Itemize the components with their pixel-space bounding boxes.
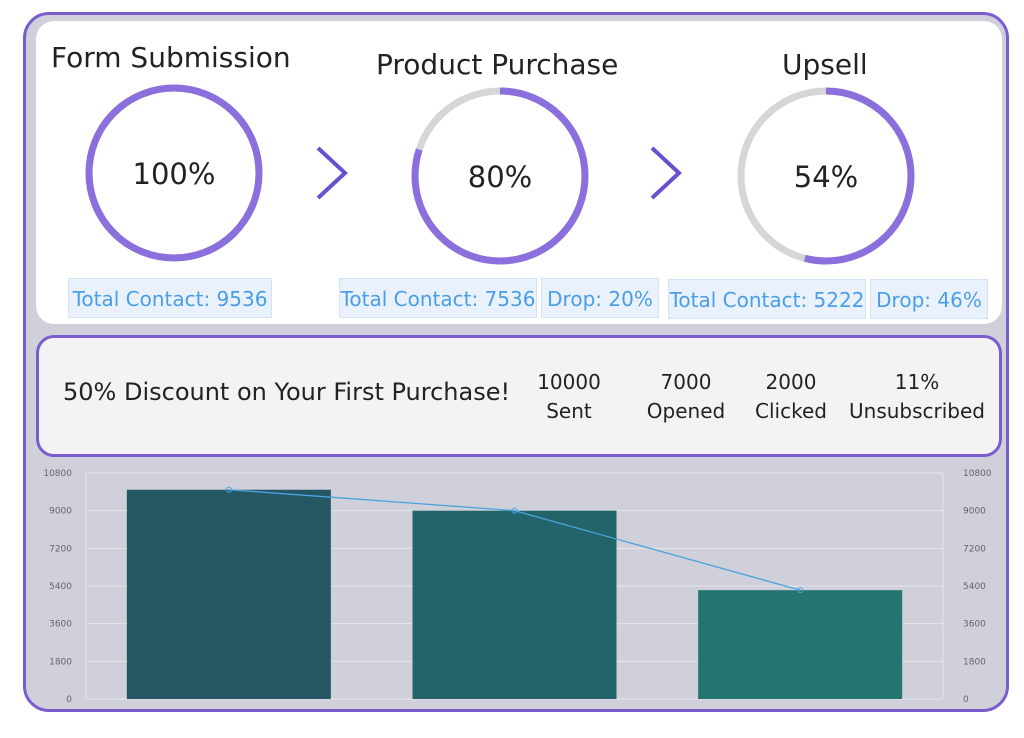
chevron-right-icon bbox=[650, 146, 682, 200]
campaign-card[interactable]: 50% Discount on Your First Purchase! 100… bbox=[36, 335, 1002, 457]
y-tick-label: 9000 bbox=[49, 507, 72, 517]
bar bbox=[126, 489, 331, 699]
line-point bbox=[225, 486, 232, 493]
y2-tick-label: 7200 bbox=[963, 544, 986, 554]
y-tick-label: 7200 bbox=[49, 544, 72, 554]
progress-ring-upsell bbox=[737, 87, 915, 265]
stat-value: 11% bbox=[894, 370, 940, 394]
stage-title-form-submission: Form Submission bbox=[51, 41, 291, 74]
percent-label: 100% bbox=[132, 157, 216, 191]
y2-tick-label: 1800 bbox=[963, 657, 986, 667]
dashboard-frame: Form Submission 100% Total Contact: 9536… bbox=[23, 12, 1009, 712]
line-point bbox=[797, 587, 804, 594]
progress-ring-form-submission bbox=[85, 84, 263, 262]
bar bbox=[698, 590, 903, 699]
ring-arc bbox=[411, 87, 589, 265]
campaign-title: 50% Discount on Your First Purchase! bbox=[63, 378, 511, 406]
funnel-panel: Form Submission 100% Total Contact: 9536… bbox=[36, 21, 1002, 324]
stat-value: 10000 bbox=[537, 370, 601, 394]
ring-arc bbox=[737, 87, 915, 265]
stat-label: Sent bbox=[546, 399, 592, 423]
ring-arc bbox=[85, 84, 263, 262]
total-contact-chip: Total Contact: 9536 bbox=[68, 278, 272, 318]
y2-tick-label: 5400 bbox=[963, 582, 986, 592]
total-contact-chip: Total Contact: 5222 bbox=[668, 279, 866, 319]
drop-chip: Drop: 46% bbox=[870, 279, 988, 319]
stage-title-upsell: Upsell bbox=[782, 48, 868, 81]
stat-label: Opened bbox=[646, 399, 726, 423]
drop-chip: Drop: 20% bbox=[541, 278, 659, 318]
bar bbox=[412, 510, 617, 699]
y-tick-label: 10800 bbox=[43, 469, 72, 479]
percent-label: 54% bbox=[793, 160, 859, 194]
stat-sent: 10000 Sent bbox=[524, 368, 614, 426]
y2-tick-label: 3600 bbox=[963, 620, 986, 630]
line-point bbox=[511, 507, 518, 514]
stat-label: Clicked bbox=[755, 399, 827, 423]
chart-svg: 0 0 1800 1800 3600 3600 5400 5400 7200 7200 9000 90… bbox=[43, 469, 992, 705]
y2-tick-label: 0 bbox=[963, 695, 969, 705]
y-tick-label: 3600 bbox=[49, 620, 72, 630]
stat-unsubscribed: 11% Unsubscribed bbox=[842, 368, 992, 426]
y2-tick-label: 9000 bbox=[963, 507, 986, 517]
stat-value: 2000 bbox=[765, 370, 817, 394]
percent-label: 80% bbox=[467, 160, 533, 194]
total-contact-chip: Total Contact: 7536 bbox=[339, 278, 537, 318]
y-tick-label: 5400 bbox=[49, 582, 72, 592]
stat-opened: 7000 Opened bbox=[636, 368, 736, 426]
y2-tick-label: 10800 bbox=[963, 469, 992, 479]
y-tick-label: 0 bbox=[66, 695, 72, 705]
chevron-right-icon bbox=[316, 146, 348, 200]
line-series bbox=[228, 489, 801, 591]
y-tick-label: 1800 bbox=[49, 657, 72, 667]
stat-value: 7000 bbox=[660, 370, 712, 394]
progress-ring-product-purchase bbox=[411, 87, 589, 265]
stage-title-product-purchase: Product Purchase bbox=[376, 48, 619, 81]
stat-clicked: 2000 Clicked bbox=[746, 368, 836, 426]
contacts-chart: 0 0 1800 1800 3600 3600 5400 5400 7200 7200 9000 90… bbox=[26, 463, 1006, 709]
stat-label: Unsubscribed bbox=[849, 399, 985, 423]
